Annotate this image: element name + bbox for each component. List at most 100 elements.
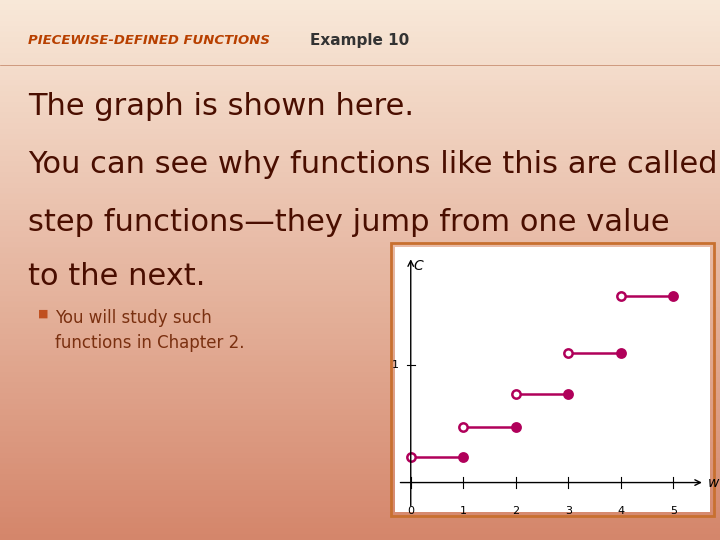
Bar bbox=[0, 297, 720, 302]
Bar bbox=[0, 497, 720, 502]
Bar bbox=[0, 238, 720, 243]
Bar bbox=[0, 464, 720, 470]
Bar bbox=[0, 97, 720, 103]
Text: The graph is shown here.: The graph is shown here. bbox=[28, 92, 414, 121]
Bar bbox=[0, 86, 720, 92]
Bar bbox=[0, 259, 720, 265]
Text: 1: 1 bbox=[392, 360, 399, 370]
Bar bbox=[0, 356, 720, 362]
Text: You will study such: You will study such bbox=[55, 309, 212, 327]
Bar bbox=[0, 486, 720, 491]
Bar bbox=[0, 335, 720, 340]
Text: 1: 1 bbox=[460, 506, 467, 516]
Bar bbox=[0, 535, 720, 540]
Bar bbox=[0, 329, 720, 335]
Bar bbox=[0, 5, 720, 11]
Bar bbox=[0, 286, 720, 292]
Bar bbox=[0, 491, 720, 497]
Bar bbox=[0, 410, 720, 416]
Bar bbox=[0, 54, 720, 59]
Bar bbox=[0, 275, 720, 281]
Text: 5: 5 bbox=[670, 506, 677, 516]
Bar bbox=[0, 313, 720, 319]
Bar bbox=[0, 281, 720, 286]
Bar bbox=[0, 427, 720, 432]
Bar bbox=[0, 518, 720, 524]
Bar bbox=[0, 189, 720, 194]
Bar bbox=[0, 76, 720, 81]
Bar bbox=[0, 81, 720, 86]
Bar bbox=[0, 270, 720, 275]
Bar bbox=[0, 227, 720, 232]
Bar bbox=[0, 405, 720, 410]
Bar bbox=[0, 0, 720, 5]
Bar bbox=[0, 135, 720, 140]
Text: 0: 0 bbox=[408, 506, 414, 516]
Bar bbox=[0, 232, 720, 238]
Bar bbox=[0, 319, 720, 324]
Bar bbox=[0, 32, 720, 38]
Bar bbox=[0, 302, 720, 308]
Bar bbox=[0, 167, 720, 173]
Bar bbox=[0, 194, 720, 200]
Text: You can see why functions like this are called: You can see why functions like this are … bbox=[28, 150, 718, 179]
Bar bbox=[0, 151, 720, 157]
Text: 4: 4 bbox=[617, 506, 624, 516]
Bar bbox=[0, 27, 720, 32]
Bar bbox=[0, 216, 720, 221]
Bar bbox=[0, 49, 720, 54]
Bar bbox=[0, 103, 720, 108]
Bar bbox=[0, 459, 720, 464]
Text: PIECEWISE-DEFINED FUNCTIONS: PIECEWISE-DEFINED FUNCTIONS bbox=[28, 33, 270, 46]
Bar bbox=[0, 70, 720, 76]
Bar bbox=[0, 124, 720, 130]
Bar bbox=[0, 59, 720, 65]
Bar bbox=[0, 346, 720, 351]
Bar bbox=[0, 16, 720, 22]
Bar bbox=[0, 383, 720, 389]
Bar bbox=[0, 65, 720, 70]
Bar bbox=[0, 324, 720, 329]
Bar bbox=[0, 529, 720, 535]
Bar bbox=[0, 340, 720, 346]
Bar bbox=[0, 475, 720, 481]
Text: C: C bbox=[413, 259, 423, 273]
Bar bbox=[0, 38, 720, 43]
Bar bbox=[0, 184, 720, 189]
Text: Example 10: Example 10 bbox=[310, 32, 409, 48]
Bar bbox=[0, 421, 720, 427]
Bar bbox=[0, 157, 720, 162]
Bar bbox=[0, 119, 720, 124]
Bar bbox=[0, 481, 720, 486]
Bar bbox=[0, 43, 720, 49]
Bar bbox=[0, 400, 720, 405]
Bar bbox=[0, 22, 720, 27]
Bar bbox=[0, 130, 720, 135]
Bar bbox=[0, 448, 720, 454]
Bar bbox=[0, 362, 720, 367]
Bar bbox=[0, 243, 720, 248]
Bar bbox=[0, 254, 720, 259]
Bar bbox=[0, 367, 720, 373]
Text: w: w bbox=[707, 476, 719, 490]
Bar bbox=[0, 432, 720, 437]
Bar bbox=[0, 221, 720, 227]
Bar bbox=[0, 292, 720, 297]
Bar bbox=[0, 416, 720, 421]
Bar bbox=[0, 524, 720, 529]
Text: 3: 3 bbox=[564, 506, 572, 516]
Bar bbox=[0, 200, 720, 205]
Bar bbox=[391, 243, 714, 516]
Bar bbox=[0, 178, 720, 184]
Bar bbox=[0, 92, 720, 97]
Bar bbox=[0, 470, 720, 475]
Bar bbox=[0, 173, 720, 178]
Bar bbox=[0, 502, 720, 508]
Text: to the next.: to the next. bbox=[28, 262, 205, 291]
Bar bbox=[0, 205, 720, 211]
Text: 2: 2 bbox=[512, 506, 519, 516]
Bar bbox=[0, 248, 720, 254]
Bar bbox=[0, 146, 720, 151]
Bar bbox=[0, 308, 720, 313]
Bar bbox=[0, 351, 720, 356]
